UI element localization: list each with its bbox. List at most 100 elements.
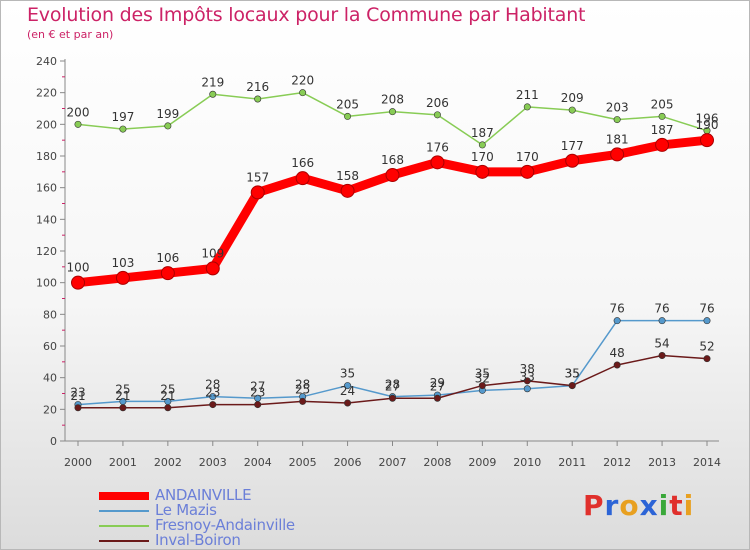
data-label: 196 — [696, 112, 719, 126]
data-label: 168 — [381, 153, 404, 167]
x-tick-label: 2013 — [648, 456, 676, 469]
data-point — [299, 397, 307, 405]
data-label: 27 — [250, 379, 265, 393]
data-point — [520, 164, 535, 179]
data-label: 25 — [295, 382, 310, 396]
data-label: 190 — [696, 118, 719, 132]
data-label: 205 — [651, 97, 674, 111]
data-label: 32 — [475, 371, 490, 385]
data-point — [344, 112, 352, 120]
data-point — [344, 399, 352, 407]
x-tick-label: 2003 — [199, 456, 227, 469]
data-point — [613, 361, 621, 369]
y-tick-label: 60 — [43, 340, 57, 353]
y-tick-label: 140 — [36, 213, 57, 226]
data-point — [658, 112, 666, 120]
data-point — [388, 108, 396, 116]
data-point — [295, 171, 310, 186]
data-point — [385, 168, 400, 182]
data-label: 24 — [340, 384, 355, 398]
chart-subtitle: (en € et par an) — [27, 28, 114, 41]
data-label: 100 — [67, 261, 90, 275]
data-label: 181 — [606, 132, 629, 146]
series-points — [71, 89, 714, 412]
data-point — [655, 137, 670, 152]
legend-swatch — [99, 540, 149, 542]
data-label: 35 — [475, 367, 490, 381]
data-point — [430, 155, 445, 170]
data-label: 103 — [111, 256, 134, 270]
data-label: 28 — [205, 378, 220, 392]
data-point — [523, 103, 531, 111]
x-tick-label: 2009 — [468, 456, 496, 469]
data-point — [475, 164, 490, 179]
data-point — [565, 153, 580, 168]
data-point — [433, 394, 441, 402]
data-label: 211 — [516, 88, 539, 102]
data-label: 187 — [651, 123, 674, 137]
x-tick-label: 2010 — [513, 456, 541, 469]
proxiti-logo: Proxiti — [583, 489, 695, 522]
x-tick-label: 2005 — [289, 456, 317, 469]
data-point — [74, 404, 82, 412]
axes: 0 20 40 60 80 100 120 140 160 180 200 220 240 2000 200… — [36, 55, 721, 469]
data-label: 197 — [111, 110, 134, 124]
data-label: 35 — [565, 367, 580, 381]
data-label: 33 — [520, 370, 535, 384]
data-label: 35 — [565, 367, 580, 381]
legend-label: Inval-Boiron — [155, 531, 241, 549]
data-label: 219 — [201, 75, 224, 89]
data-label: 200 — [67, 105, 90, 119]
data-point — [205, 261, 220, 276]
legend-swatch — [99, 525, 149, 527]
data-point — [613, 116, 621, 124]
y-tick-label: 80 — [43, 308, 57, 321]
y-tick-label: 160 — [36, 182, 57, 195]
data-point — [568, 106, 576, 114]
data-label: 205 — [336, 97, 359, 111]
data-label: 38 — [520, 362, 535, 376]
data-label: 25 — [115, 382, 130, 396]
x-tick-label: 2004 — [244, 456, 272, 469]
data-point — [254, 401, 262, 409]
data-label: 157 — [246, 170, 269, 184]
data-point — [433, 111, 441, 119]
data-point — [613, 317, 621, 325]
data-label: 199 — [156, 107, 179, 121]
data-label: 170 — [516, 150, 539, 164]
legend-swatch — [99, 492, 149, 500]
legend-label: Le Mazis — [155, 501, 217, 519]
legend-label: Fresnoy-Andainville — [155, 516, 295, 534]
x-tick-label: 2000 — [64, 456, 92, 469]
data-label: 23 — [205, 386, 220, 400]
data-label: 206 — [426, 96, 449, 110]
data-label: 158 — [336, 169, 359, 183]
data-label: 208 — [381, 93, 404, 107]
data-label: 220 — [291, 74, 314, 88]
data-label: 48 — [610, 346, 625, 360]
data-point — [344, 382, 352, 390]
data-point — [523, 385, 531, 393]
data-point — [209, 393, 217, 401]
data-label: 177 — [561, 139, 584, 153]
data-label: 23 — [250, 386, 265, 400]
data-label: 203 — [606, 101, 629, 115]
data-point — [71, 275, 85, 290]
data-label: 176 — [426, 140, 449, 154]
data-label: 21 — [115, 389, 130, 403]
data-point — [568, 382, 576, 390]
data-point — [658, 317, 666, 325]
data-label: 27 — [385, 379, 400, 393]
y-tick-label: 200 — [36, 118, 57, 131]
data-point — [388, 394, 396, 402]
x-tick-label: 2014 — [693, 456, 721, 469]
x-tick-label: 2008 — [423, 456, 451, 469]
y-tick-label: 20 — [43, 403, 57, 416]
data-label: 28 — [295, 378, 310, 392]
data-point — [164, 404, 172, 412]
data-point — [299, 89, 307, 97]
y-tick-label: 180 — [36, 150, 57, 163]
data-point — [74, 120, 82, 128]
